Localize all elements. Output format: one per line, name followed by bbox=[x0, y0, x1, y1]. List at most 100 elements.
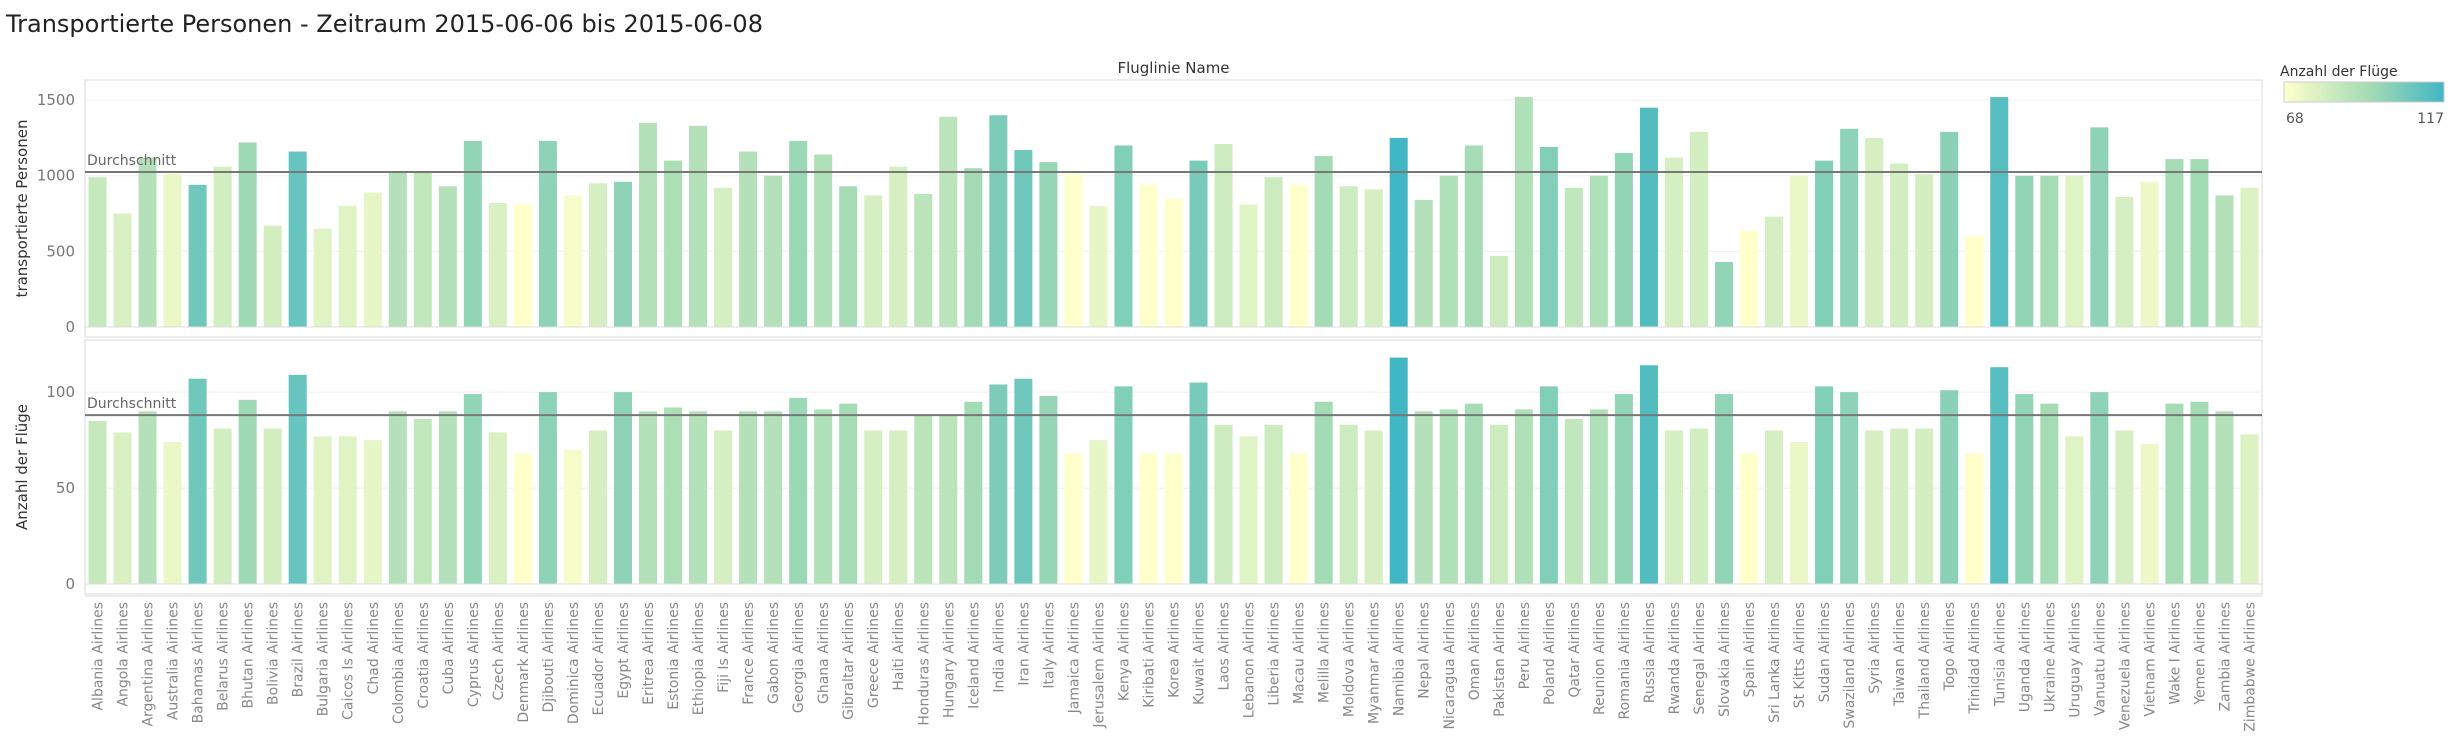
bar-persons-77[interactable] bbox=[2015, 175, 2034, 327]
bar-flights-79[interactable] bbox=[2065, 436, 2084, 584]
bar-flights-10[interactable] bbox=[338, 436, 357, 584]
bar-flights-6[interactable] bbox=[238, 399, 257, 584]
bar-persons-4[interactable] bbox=[188, 184, 207, 327]
bar-flights-21[interactable] bbox=[613, 392, 633, 584]
bar-flights-27[interactable] bbox=[764, 411, 783, 584]
bar-flights-15[interactable] bbox=[463, 394, 482, 584]
bar-flights-44[interactable] bbox=[1189, 382, 1208, 584]
bar-flights-30[interactable] bbox=[839, 403, 858, 584]
bar-flights-85[interactable] bbox=[2215, 411, 2234, 584]
bar-persons-20[interactable] bbox=[588, 183, 607, 327]
bar-flights-2[interactable] bbox=[138, 411, 157, 584]
bar-persons-55[interactable] bbox=[1464, 145, 1483, 327]
bar-flights-8[interactable] bbox=[288, 374, 307, 584]
bar-flights-43[interactable] bbox=[1164, 453, 1183, 584]
bar-flights-60[interactable] bbox=[1589, 409, 1608, 584]
bar-persons-25[interactable] bbox=[714, 187, 733, 327]
bar-flights-72[interactable] bbox=[1890, 428, 1909, 584]
bar-flights-35[interactable] bbox=[964, 401, 983, 584]
bar-persons-31[interactable] bbox=[864, 195, 883, 327]
bar-persons-65[interactable] bbox=[1714, 261, 1734, 327]
bar-persons-16[interactable] bbox=[488, 202, 507, 327]
bar-flights-78[interactable] bbox=[2040, 403, 2059, 584]
bar-persons-1[interactable] bbox=[113, 213, 132, 327]
bar-flights-75[interactable] bbox=[1965, 453, 1984, 584]
bar-flights-16[interactable] bbox=[488, 432, 507, 584]
bar-flights-51[interactable] bbox=[1364, 430, 1383, 584]
bar-flights-19[interactable] bbox=[563, 449, 582, 584]
bar-flights-36[interactable] bbox=[989, 384, 1008, 584]
bar-persons-62[interactable] bbox=[1639, 107, 1658, 328]
bar-flights-81[interactable] bbox=[2115, 430, 2134, 584]
bar-flights-14[interactable] bbox=[438, 411, 457, 584]
bar-persons-80[interactable] bbox=[2090, 127, 2109, 327]
bar-persons-54[interactable] bbox=[1439, 175, 1458, 327]
bar-persons-42[interactable] bbox=[1139, 184, 1158, 327]
bar-flights-29[interactable] bbox=[814, 409, 833, 584]
bar-persons-11[interactable] bbox=[363, 192, 382, 327]
bar-persons-50[interactable] bbox=[1339, 186, 1358, 327]
bar-persons-72[interactable] bbox=[1890, 163, 1909, 327]
bar-flights-22[interactable] bbox=[639, 411, 658, 584]
bar-flights-26[interactable] bbox=[739, 411, 758, 584]
bar-persons-14[interactable] bbox=[438, 186, 457, 327]
bar-persons-17[interactable] bbox=[513, 204, 532, 327]
bar-flights-58[interactable] bbox=[1539, 386, 1558, 584]
bar-persons-58[interactable] bbox=[1539, 146, 1558, 327]
bar-flights-66[interactable] bbox=[1740, 453, 1759, 584]
bar-flights-45[interactable] bbox=[1214, 424, 1233, 584]
bar-persons-59[interactable] bbox=[1564, 187, 1583, 327]
bar-persons-0[interactable] bbox=[88, 177, 107, 327]
bar-flights-83[interactable] bbox=[2165, 403, 2184, 584]
bar-flights-55[interactable] bbox=[1464, 403, 1483, 584]
bar-flights-5[interactable] bbox=[213, 428, 232, 584]
bar-persons-67[interactable] bbox=[1765, 216, 1784, 327]
bar-persons-30[interactable] bbox=[839, 186, 858, 327]
bar-flights-49[interactable] bbox=[1314, 401, 1333, 584]
bar-persons-40[interactable] bbox=[1089, 205, 1108, 327]
bar-persons-15[interactable] bbox=[463, 140, 482, 327]
bar-flights-42[interactable] bbox=[1139, 453, 1158, 584]
bar-flights-73[interactable] bbox=[1915, 428, 1934, 584]
bar-flights-37[interactable] bbox=[1014, 378, 1033, 584]
bar-persons-19[interactable] bbox=[563, 195, 582, 327]
bar-persons-52[interactable] bbox=[1389, 137, 1408, 327]
bar-flights-80[interactable] bbox=[2090, 392, 2109, 584]
bar-persons-29[interactable] bbox=[814, 154, 833, 327]
bar-persons-43[interactable] bbox=[1164, 198, 1183, 327]
bar-persons-21[interactable] bbox=[613, 181, 633, 327]
bar-persons-27[interactable] bbox=[764, 175, 783, 327]
bar-flights-54[interactable] bbox=[1439, 409, 1458, 584]
bar-flights-61[interactable] bbox=[1614, 394, 1633, 584]
bar-persons-82[interactable] bbox=[2140, 181, 2159, 327]
bar-persons-46[interactable] bbox=[1239, 204, 1258, 327]
bar-flights-34[interactable] bbox=[939, 415, 958, 584]
bar-flights-77[interactable] bbox=[2015, 394, 2034, 584]
bar-persons-12[interactable] bbox=[388, 172, 407, 327]
bar-persons-57[interactable] bbox=[1514, 97, 1533, 327]
bar-persons-9[interactable] bbox=[313, 228, 332, 327]
bar-flights-63[interactable] bbox=[1664, 430, 1683, 584]
bar-persons-64[interactable] bbox=[1689, 131, 1708, 327]
bar-flights-84[interactable] bbox=[2190, 401, 2209, 584]
bar-persons-69[interactable] bbox=[1815, 160, 1834, 327]
bar-persons-37[interactable] bbox=[1014, 150, 1033, 327]
bar-persons-71[interactable] bbox=[1865, 137, 1884, 327]
bar-flights-31[interactable] bbox=[864, 430, 883, 584]
bar-flights-23[interactable] bbox=[664, 407, 683, 584]
bar-persons-56[interactable] bbox=[1489, 255, 1508, 327]
bar-flights-53[interactable] bbox=[1414, 411, 1433, 584]
bar-persons-76[interactable] bbox=[1990, 97, 2009, 327]
bar-flights-56[interactable] bbox=[1489, 424, 1508, 584]
bar-persons-33[interactable] bbox=[914, 193, 933, 327]
bar-persons-53[interactable] bbox=[1414, 199, 1433, 327]
bar-persons-8[interactable] bbox=[288, 151, 307, 327]
bar-flights-57[interactable] bbox=[1514, 409, 1533, 584]
bar-persons-74[interactable] bbox=[1940, 131, 1959, 327]
bar-flights-40[interactable] bbox=[1089, 440, 1108, 584]
bar-flights-70[interactable] bbox=[1840, 392, 1859, 584]
bar-persons-75[interactable] bbox=[1965, 236, 1984, 327]
bar-persons-5[interactable] bbox=[213, 166, 232, 327]
bar-persons-7[interactable] bbox=[263, 225, 282, 327]
bar-persons-84[interactable] bbox=[2190, 159, 2209, 327]
